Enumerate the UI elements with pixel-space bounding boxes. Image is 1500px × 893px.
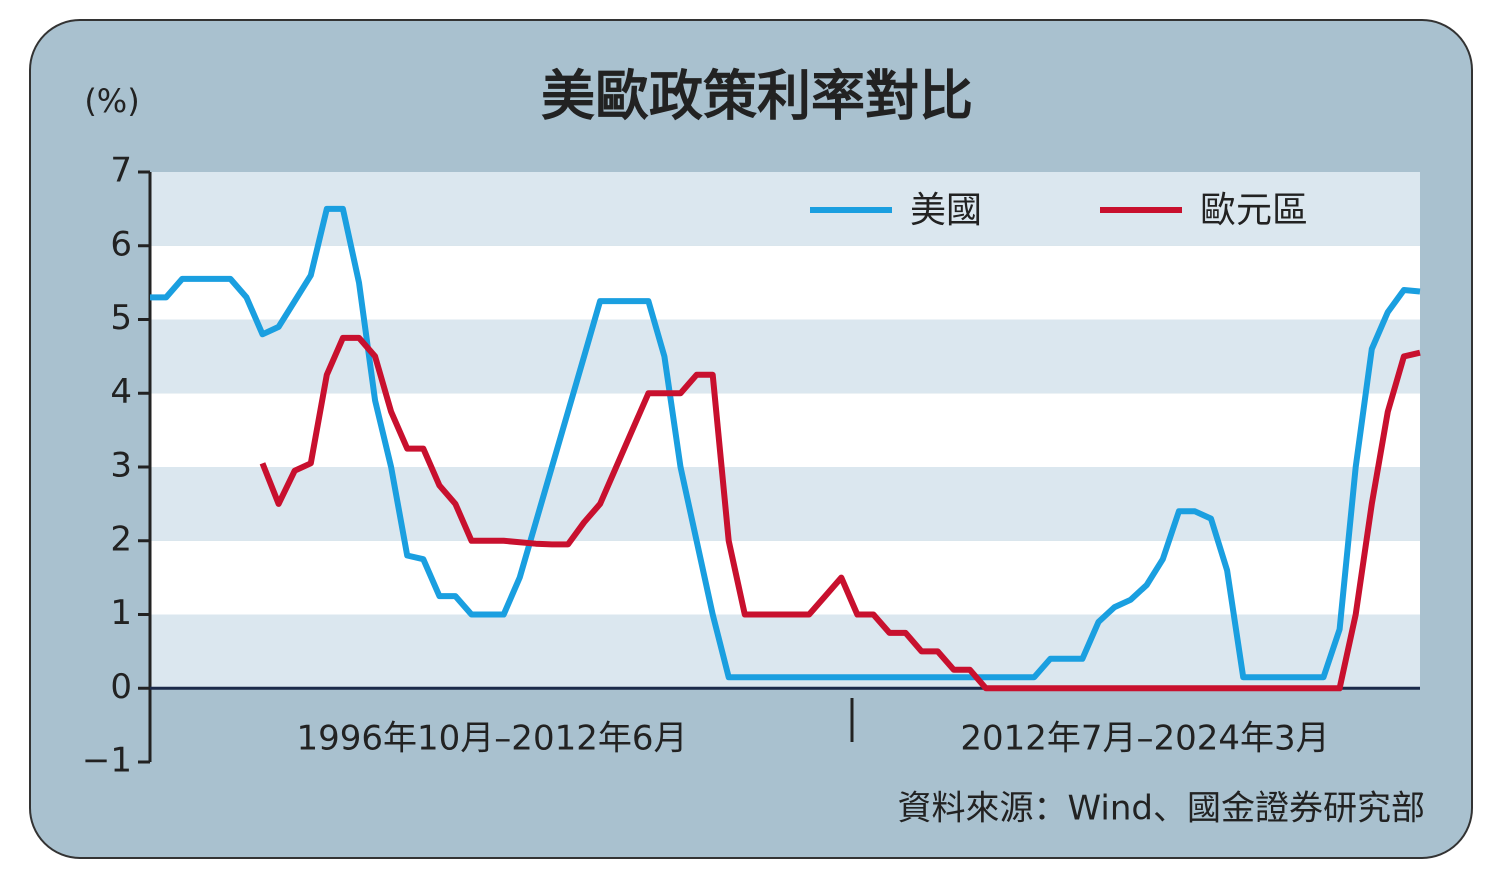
y-tick-label: 0 [110, 667, 132, 707]
y-tick-label: 4 [110, 372, 132, 412]
grid-band [150, 319, 1420, 394]
legend-label: 美國 [910, 190, 982, 231]
chart-title: 美歐政策利率對比 [541, 65, 973, 128]
legend-label: 歐元區 [1200, 190, 1308, 231]
grid-band [150, 540, 1420, 615]
grid-band [150, 172, 1420, 246]
y-tick-label: 5 [110, 298, 132, 338]
period-label: 2012年7月–2024年3月 [960, 719, 1329, 759]
y-tick-label: 3 [110, 446, 132, 486]
series-line [150, 205, 1421, 681]
grid-band [150, 245, 1420, 320]
plot: −1 0 1 2 3 4 5 6 7 [82, 151, 1421, 781]
y-tick-label: 6 [110, 224, 132, 264]
y-tick-label: 2 [110, 519, 132, 559]
period-label: 1996年10月–2012年6月 [297, 719, 688, 759]
series-line [259, 334, 1421, 692]
grid-band [150, 393, 1420, 467]
source: 資料來源：Wind、國金證券研究部 [898, 789, 1425, 829]
y-tick-label: 1 [110, 593, 132, 633]
y-tick-label: −1 [82, 741, 132, 781]
y-tick-label: 7 [110, 151, 132, 191]
grid-band [150, 467, 1420, 541]
y-axis-label: (%) [84, 82, 139, 120]
